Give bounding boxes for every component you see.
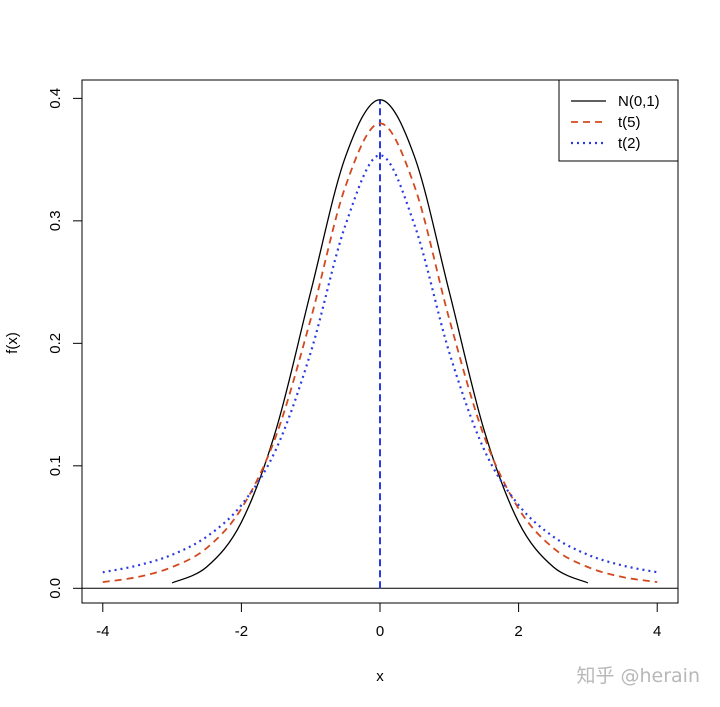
series-line-t2	[102, 154, 658, 574]
x-tick-label: 2	[514, 623, 522, 640]
legend-label-t5: t(5)	[618, 114, 641, 131]
legend-label-normal: N(0,1)	[618, 93, 660, 110]
y-tick-label: 0.1	[47, 455, 64, 476]
x-tick-label: 0	[376, 623, 384, 640]
y-axis-title: f(x)	[4, 332, 21, 354]
y-tick-label: 0.4	[47, 88, 64, 109]
legend: N(0,1) t(5) t(2)	[558, 79, 679, 162]
y-tick-label: 0.3	[47, 210, 64, 231]
x-tick-label: -4	[96, 623, 109, 640]
y-axis: 0.0 0.1 0.2 0.3 0.4	[47, 88, 83, 599]
series-line-normal	[171, 99, 589, 584]
watermark: 知乎 @herain	[576, 665, 700, 687]
x-axis-title: x	[376, 668, 384, 685]
x-tick-label: -2	[235, 623, 248, 640]
legend-box	[558, 79, 679, 162]
x-axis: -4 -2 0 2 4	[96, 602, 661, 640]
series-line-t5	[102, 122, 658, 583]
legend-label-t2: t(2)	[618, 135, 641, 152]
x-tick-label: 4	[653, 623, 661, 640]
y-tick-label: 0.0	[47, 578, 64, 599]
y-tick-label: 0.2	[47, 333, 64, 354]
series-layer	[102, 99, 658, 584]
